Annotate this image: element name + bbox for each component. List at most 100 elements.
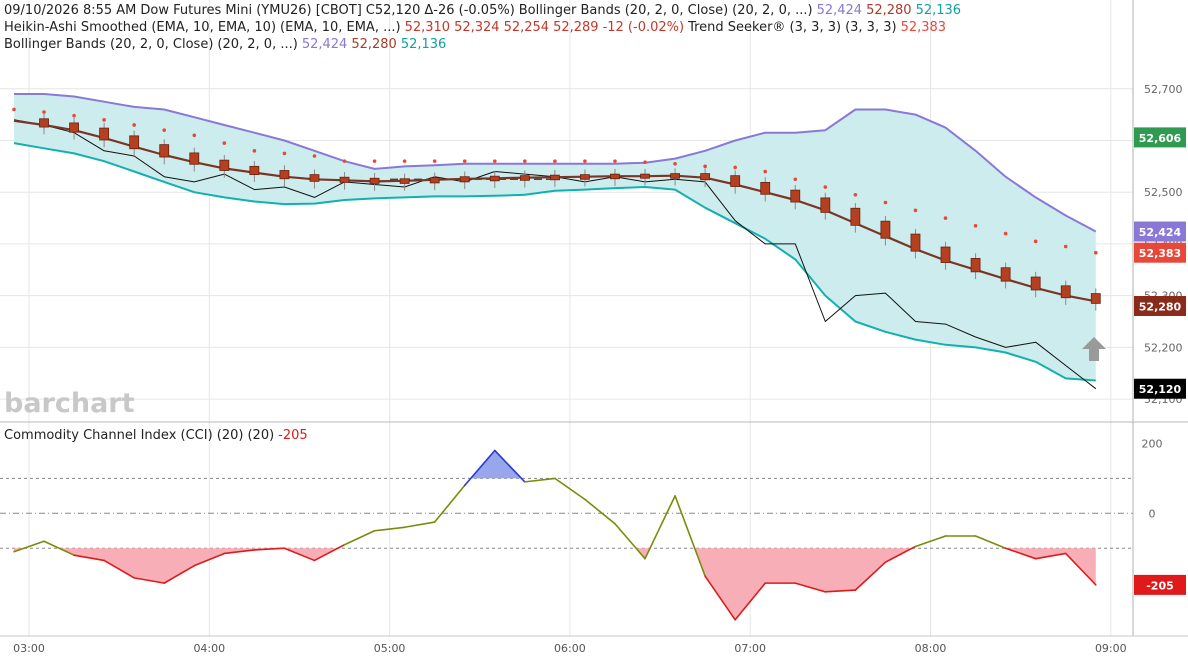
- trend-seeker-dot: [432, 159, 437, 163]
- trend-seeker-dots: [12, 107, 1098, 255]
- cci-line-segment: [13, 540, 45, 553]
- trend-seeker-dot: [252, 149, 257, 153]
- cci-line-segment: [1064, 552, 1097, 586]
- cci-line-segment: [313, 543, 346, 562]
- header-last: C52,120: [365, 3, 421, 18]
- trend-seeker-dot: [1033, 239, 1038, 244]
- candle-body: [39, 118, 49, 128]
- trend-seeker-dot: [162, 128, 167, 132]
- candle-body: [760, 181, 771, 195]
- candle-body: [69, 122, 79, 133]
- cci-line-segment: [163, 564, 196, 584]
- candle-body: [249, 165, 260, 176]
- trend-seeker-dot: [42, 110, 46, 114]
- candle-body: [1000, 267, 1011, 282]
- trend-seeker-dot: [733, 165, 737, 170]
- candle-body: [99, 127, 110, 141]
- trend-seeker-dot: [102, 118, 106, 122]
- candle-body: [700, 173, 711, 181]
- price-tag-label: 52,383: [1139, 247, 1181, 260]
- candle-body: [790, 189, 801, 203]
- header-ts-label[interactable]: Trend Seeker® (3, 3, 3): [688, 20, 842, 35]
- candle-body: [850, 207, 861, 226]
- candle-body: [1060, 285, 1071, 299]
- header-ha-open: 52,310: [404, 20, 451, 35]
- header-bb2-upper: 52,424: [301, 37, 348, 52]
- cci-line-segment: [974, 535, 1007, 550]
- trend-seeker-dot: [312, 154, 317, 158]
- candle-body: [549, 174, 560, 181]
- cci-line-segment: [133, 577, 166, 584]
- cci-label[interactable]: Commodity Channel Index (CCI) (20): [4, 428, 244, 443]
- trend-seeker-dot: [492, 159, 497, 163]
- candle-body: [670, 173, 680, 179]
- cci-line-segment: [1004, 547, 1037, 560]
- header-ha-close: 52,289: [553, 20, 599, 35]
- band-area: [14, 94, 1096, 381]
- header-ha-params: (EMA, 10, EMA, ...): [280, 20, 401, 35]
- price-tag-box: [1134, 242, 1186, 263]
- candle-body: [459, 176, 470, 183]
- trend-seeker-dot: [462, 159, 467, 163]
- cci-line-segment: [914, 535, 947, 548]
- header-ha-label[interactable]: Heikin-Ashi Smoothed (EMA, 10, EMA, 10): [4, 20, 277, 35]
- cci-line-segment: [794, 582, 827, 593]
- price-tag-label: 52,424: [1139, 226, 1182, 239]
- header-ha-high: 52,324: [454, 20, 500, 35]
- trend-seeker-dot: [372, 159, 377, 163]
- x-tick-label: 07:00: [734, 642, 766, 655]
- header-instrument: Dow Futures Mini (YMU26) [CBOT]: [140, 3, 362, 18]
- trend-seeker-dot: [793, 177, 798, 182]
- header-line-3: Bollinger Bands (20, 2, 0, Close) (20, 2,…: [4, 36, 450, 53]
- header-bb2-label[interactable]: Bollinger Bands (20, 2, 0, Close): [4, 37, 214, 52]
- candle-body: [820, 197, 831, 213]
- candle-body: [489, 175, 500, 182]
- cci-line-segment: [223, 549, 256, 555]
- candle-body: [910, 233, 921, 252]
- x-tick-label: 04:00: [193, 642, 225, 655]
- x-tick-label: 09:00: [1095, 642, 1127, 655]
- trend-seeker-dot: [342, 159, 347, 163]
- candle-body: [580, 174, 590, 180]
- candle-body: [129, 135, 140, 150]
- bollinger-band-fill: [14, 94, 1096, 381]
- cci-line-segment: [704, 575, 736, 621]
- candle-body: [970, 258, 981, 273]
- header-ts-value: 52,383: [900, 20, 947, 35]
- trend-seeker-dot: [1093, 250, 1098, 255]
- cci-line-segment: [103, 559, 135, 579]
- x-tick-label: 08:00: [915, 642, 947, 655]
- header-time: 8:55 AM: [82, 3, 137, 18]
- header-bb-mid: 52,280: [866, 3, 912, 18]
- heikin-ashi-candles: [39, 113, 1101, 311]
- candle-body: [369, 177, 380, 184]
- cci-line-segment: [614, 522, 646, 560]
- cci-line-segment: [824, 589, 857, 593]
- cci-line-segment: [1034, 552, 1067, 560]
- scroll-arrow-icon[interactable]: [1082, 337, 1106, 361]
- header-ha-change: -12 (-0.02%): [602, 20, 685, 35]
- cci-line-segment: [584, 498, 616, 525]
- y-tick-label: 52,700: [1144, 83, 1183, 96]
- trend-seeker-dot: [192, 133, 197, 138]
- price-tag-label: 52,120: [1139, 383, 1182, 396]
- header-ha-low: 52,254: [503, 20, 550, 35]
- header-bb2-lower: 52,136: [400, 37, 447, 52]
- header-change: Δ-26 (-0.05%): [424, 3, 515, 18]
- x-tick-label: 06:00: [554, 642, 586, 655]
- price-tags: 52,606 52,424 52,383 52,280 52,120 -205: [1134, 127, 1186, 595]
- trend-seeker-dot: [913, 208, 918, 213]
- trend-seeker-dot: [823, 185, 828, 189]
- cci-line-segment: [463, 449, 496, 487]
- header-bb-label[interactable]: Bollinger Bands (20, 2, 0, Close): [518, 3, 729, 18]
- cci-line-segment: [644, 495, 676, 560]
- trend-seeker-dot: [673, 161, 677, 166]
- header-bb-params: (20, 2, 0, ...): [732, 3, 813, 18]
- cci-header: Commodity Channel Index (CCI) (20) (20) -2…: [4, 427, 312, 444]
- x-tick-label: 05:00: [374, 642, 406, 655]
- price-tag-label: 52,606: [1139, 132, 1182, 145]
- trend-seeker-dot: [282, 151, 287, 156]
- cci-line-segment: [854, 561, 887, 591]
- bb-upper-line: [14, 93, 1097, 233]
- y-tick-label: 52,500: [1144, 186, 1183, 199]
